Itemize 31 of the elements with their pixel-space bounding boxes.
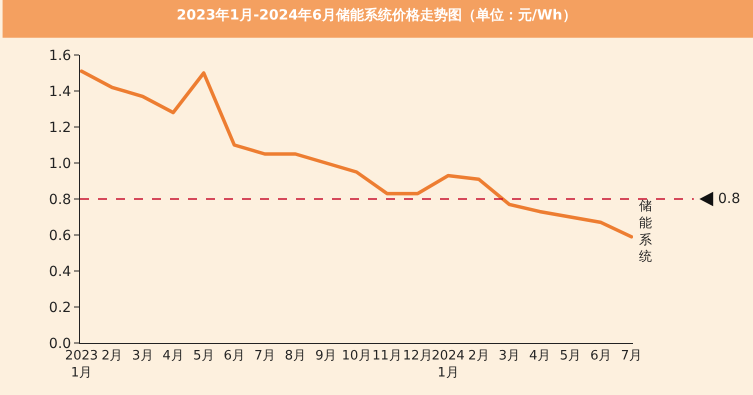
x-tick-label: 11月	[372, 348, 402, 364]
x-tick-label: 2023 1月	[64, 348, 98, 380]
x-tick-label: 5月	[560, 348, 582, 364]
x-tick-label: 4月	[162, 348, 184, 364]
y-tick-label: 1.4	[48, 84, 72, 100]
ref-line-label: 0.8	[718, 191, 740, 207]
x-tick-label: 10月	[342, 348, 372, 364]
x-tick-label: 5月	[193, 348, 214, 364]
x-tick-label: 6月	[224, 348, 245, 364]
y-tick-label: 0.6	[48, 228, 72, 244]
x-tick-label: 7月	[254, 348, 276, 364]
x-tick-label: 2024 1月	[432, 348, 465, 380]
x-tick-label: 4月	[529, 348, 550, 364]
y-tick-label: 1.0	[48, 156, 72, 172]
line-series	[80, 69, 633, 239]
y-tick-label: 1.2	[48, 120, 72, 136]
y-tick-label: 0.8	[48, 192, 72, 208]
chart-title: 2023年1月-2024年6月储能系统价格走势图（单位：元/Wh）	[176, 6, 576, 24]
y-tick-label: 0.2	[48, 300, 72, 316]
y-tick-label: 0.4	[48, 264, 72, 280]
x-tick-label: 2月	[101, 348, 123, 364]
x-tick-label: 6月	[590, 348, 612, 364]
x-tick-label: 3月	[132, 348, 154, 364]
x-tick-label: 9月	[315, 348, 337, 364]
y-tick-label: 1.6	[48, 48, 72, 64]
x-tick-label: 8月	[284, 348, 306, 364]
x-tick-label: 2月	[468, 348, 490, 364]
x-tick-label: 3月	[498, 348, 520, 364]
x-tick-label: 7月	[620, 348, 642, 364]
x-tick-label: 12月	[402, 348, 432, 364]
series-label: 储能系统	[639, 199, 652, 265]
